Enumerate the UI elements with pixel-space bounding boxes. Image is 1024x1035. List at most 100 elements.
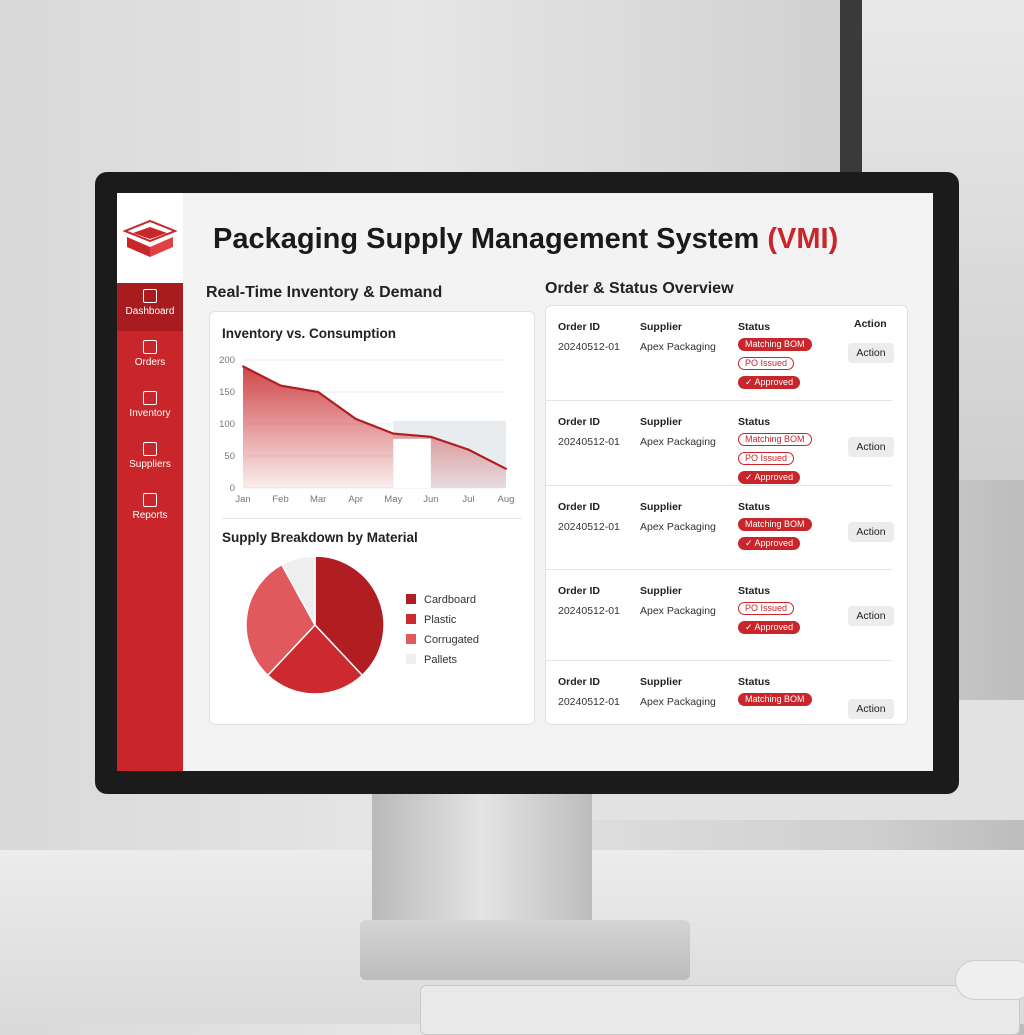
data-point xyxy=(505,467,507,470)
column-label-supplier: Supplier xyxy=(640,321,683,333)
page-title: Packaging Supply Management System (VMI) xyxy=(213,223,839,255)
status-badge: ✓ Approved xyxy=(738,471,801,484)
monitor-stand xyxy=(372,780,592,940)
box-logo-icon xyxy=(122,219,178,257)
status-badge: PO Issued xyxy=(738,602,795,615)
legend-item: Corrugated xyxy=(406,634,479,646)
sidebar-item-label: Reports xyxy=(132,510,168,521)
data-point xyxy=(317,391,320,393)
supplier-name: Apex Packaging xyxy=(640,521,716,533)
order-id: 20240512-01 xyxy=(558,605,620,617)
pie-slice-corrugated xyxy=(245,563,316,677)
data-point xyxy=(279,384,282,387)
legend-label: Plastic xyxy=(424,614,457,626)
dashboard-icon xyxy=(143,289,157,303)
screen: Dashboard Orders Inventory Suppliers Reports… xyxy=(117,193,933,771)
supplier-name: Apex Packaging xyxy=(640,696,716,708)
legend-item: Pallets xyxy=(406,654,457,666)
pie-chart xyxy=(245,557,385,695)
column-label-status: Status xyxy=(738,416,771,428)
legend-label: Pallets xyxy=(424,654,458,666)
inventory-card: Inventory vs. Consumption 0 50 100 150 200 Ja… xyxy=(209,311,535,725)
pie-slice-pallets xyxy=(280,557,316,626)
sidebar-item-label: Dashboard xyxy=(125,306,175,317)
legend-swatch xyxy=(406,594,416,604)
order-id: 20240512-01 xyxy=(558,521,620,533)
y-tick-label: 200 xyxy=(219,355,235,366)
status-badge: PO Issued xyxy=(738,357,795,370)
x-tick-label: Mar xyxy=(310,494,326,505)
legend-label: Corrugated xyxy=(424,634,480,646)
status-badge: Matching BOM xyxy=(738,433,812,446)
status-badge: PO Issued xyxy=(738,452,795,465)
sidebar-item-reports[interactable]: Reports xyxy=(117,487,183,535)
data-point xyxy=(429,435,432,438)
supplier-name: Apex Packaging xyxy=(640,341,716,353)
clipboard-icon xyxy=(143,340,157,354)
action-button[interactable]: Action xyxy=(848,606,894,626)
logo xyxy=(117,193,183,283)
legend-swatch xyxy=(406,634,416,644)
users-icon xyxy=(143,442,157,456)
x-tick-label: Feb xyxy=(272,494,288,505)
pie-chart-title: Supply Breakdown by Material xyxy=(222,530,418,545)
inventory-line xyxy=(242,365,507,470)
action-button[interactable]: Action xyxy=(848,437,894,457)
column-label-id: Order ID xyxy=(558,416,601,428)
orders-card: Order ID Supplier Status Action 20240512-01 A… xyxy=(545,305,908,725)
status-badge: ✓ Approved xyxy=(738,621,801,634)
data-point xyxy=(242,365,244,368)
table-row: Order ID Supplier Status 20240512-01 Apex Pa… xyxy=(546,486,894,570)
y-tick-label: 100 xyxy=(219,419,235,430)
keyboard xyxy=(420,985,1020,1035)
column-label-status: Status xyxy=(738,321,771,333)
status-badge: Matching BOM xyxy=(738,693,812,706)
legend-item: Plastic xyxy=(406,614,456,626)
legend-label: Cardboard xyxy=(424,594,476,606)
y-tick-label: 150 xyxy=(219,387,235,398)
x-tick-label: Jan xyxy=(235,494,250,505)
column-label-id: Order ID xyxy=(558,676,601,688)
pie-slice-cardboard xyxy=(314,557,385,677)
sidebar-item-label: Inventory xyxy=(129,408,171,419)
column-label-status: Status xyxy=(738,585,771,597)
column-label-action: Action xyxy=(854,318,887,330)
supplier-name: Apex Packaging xyxy=(640,436,716,448)
column-label-supplier: Supplier xyxy=(640,585,683,597)
status-badge: ✓ Approved xyxy=(738,537,801,550)
pie-slice-plastic xyxy=(266,623,364,695)
action-button[interactable]: Action xyxy=(848,522,894,542)
data-point xyxy=(392,432,395,435)
x-tick-label: Jun xyxy=(423,494,438,505)
column-label-id: Order ID xyxy=(558,501,601,513)
column-label-id: Order ID xyxy=(558,585,601,597)
document-icon xyxy=(143,493,157,507)
sidebar-item-dashboard[interactable]: Dashboard xyxy=(117,283,183,331)
data-point xyxy=(354,417,357,420)
table-row: Order ID Supplier Status 20240512-01 Apex Pa… xyxy=(546,401,894,486)
sidebar-item-suppliers[interactable]: Suppliers xyxy=(117,436,183,484)
right-section-heading: Order & Status Overview xyxy=(545,280,734,297)
status-badge: Matching BOM xyxy=(738,518,812,531)
action-button[interactable]: Action xyxy=(848,343,894,363)
sidebar xyxy=(117,283,183,771)
monitor-stand-base xyxy=(360,920,690,980)
x-tick-label: Jul xyxy=(462,494,474,505)
sidebar-item-inventory[interactable]: Inventory xyxy=(117,385,183,433)
y-tick-label: 50 xyxy=(224,451,235,462)
column-label-status: Status xyxy=(738,501,771,513)
x-tick-label: Aug xyxy=(498,494,515,505)
order-id: 20240512-01 xyxy=(558,436,620,448)
pie-legend: Cardboard Plastic Corrugated Pallets xyxy=(406,594,526,684)
y-tick-label: 0 xyxy=(230,483,235,494)
action-button[interactable]: Action xyxy=(848,699,894,719)
left-section-heading: Real-Time Inventory & Demand xyxy=(206,284,443,301)
gap-marker xyxy=(393,438,431,488)
column-label-status: Status xyxy=(738,676,771,688)
legend-swatch xyxy=(406,654,416,664)
table-row: Order ID Supplier Status 20240512-01 Apex Pa… xyxy=(546,661,894,724)
legend-item: Cardboard xyxy=(406,594,476,606)
sidebar-item-orders[interactable]: Orders xyxy=(117,334,183,382)
line-chart: 0 50 100 150 200 Jan Feb Mar Apr May Jun Jul Aug xyxy=(219,355,515,505)
column-label-id: Order ID xyxy=(558,321,601,333)
